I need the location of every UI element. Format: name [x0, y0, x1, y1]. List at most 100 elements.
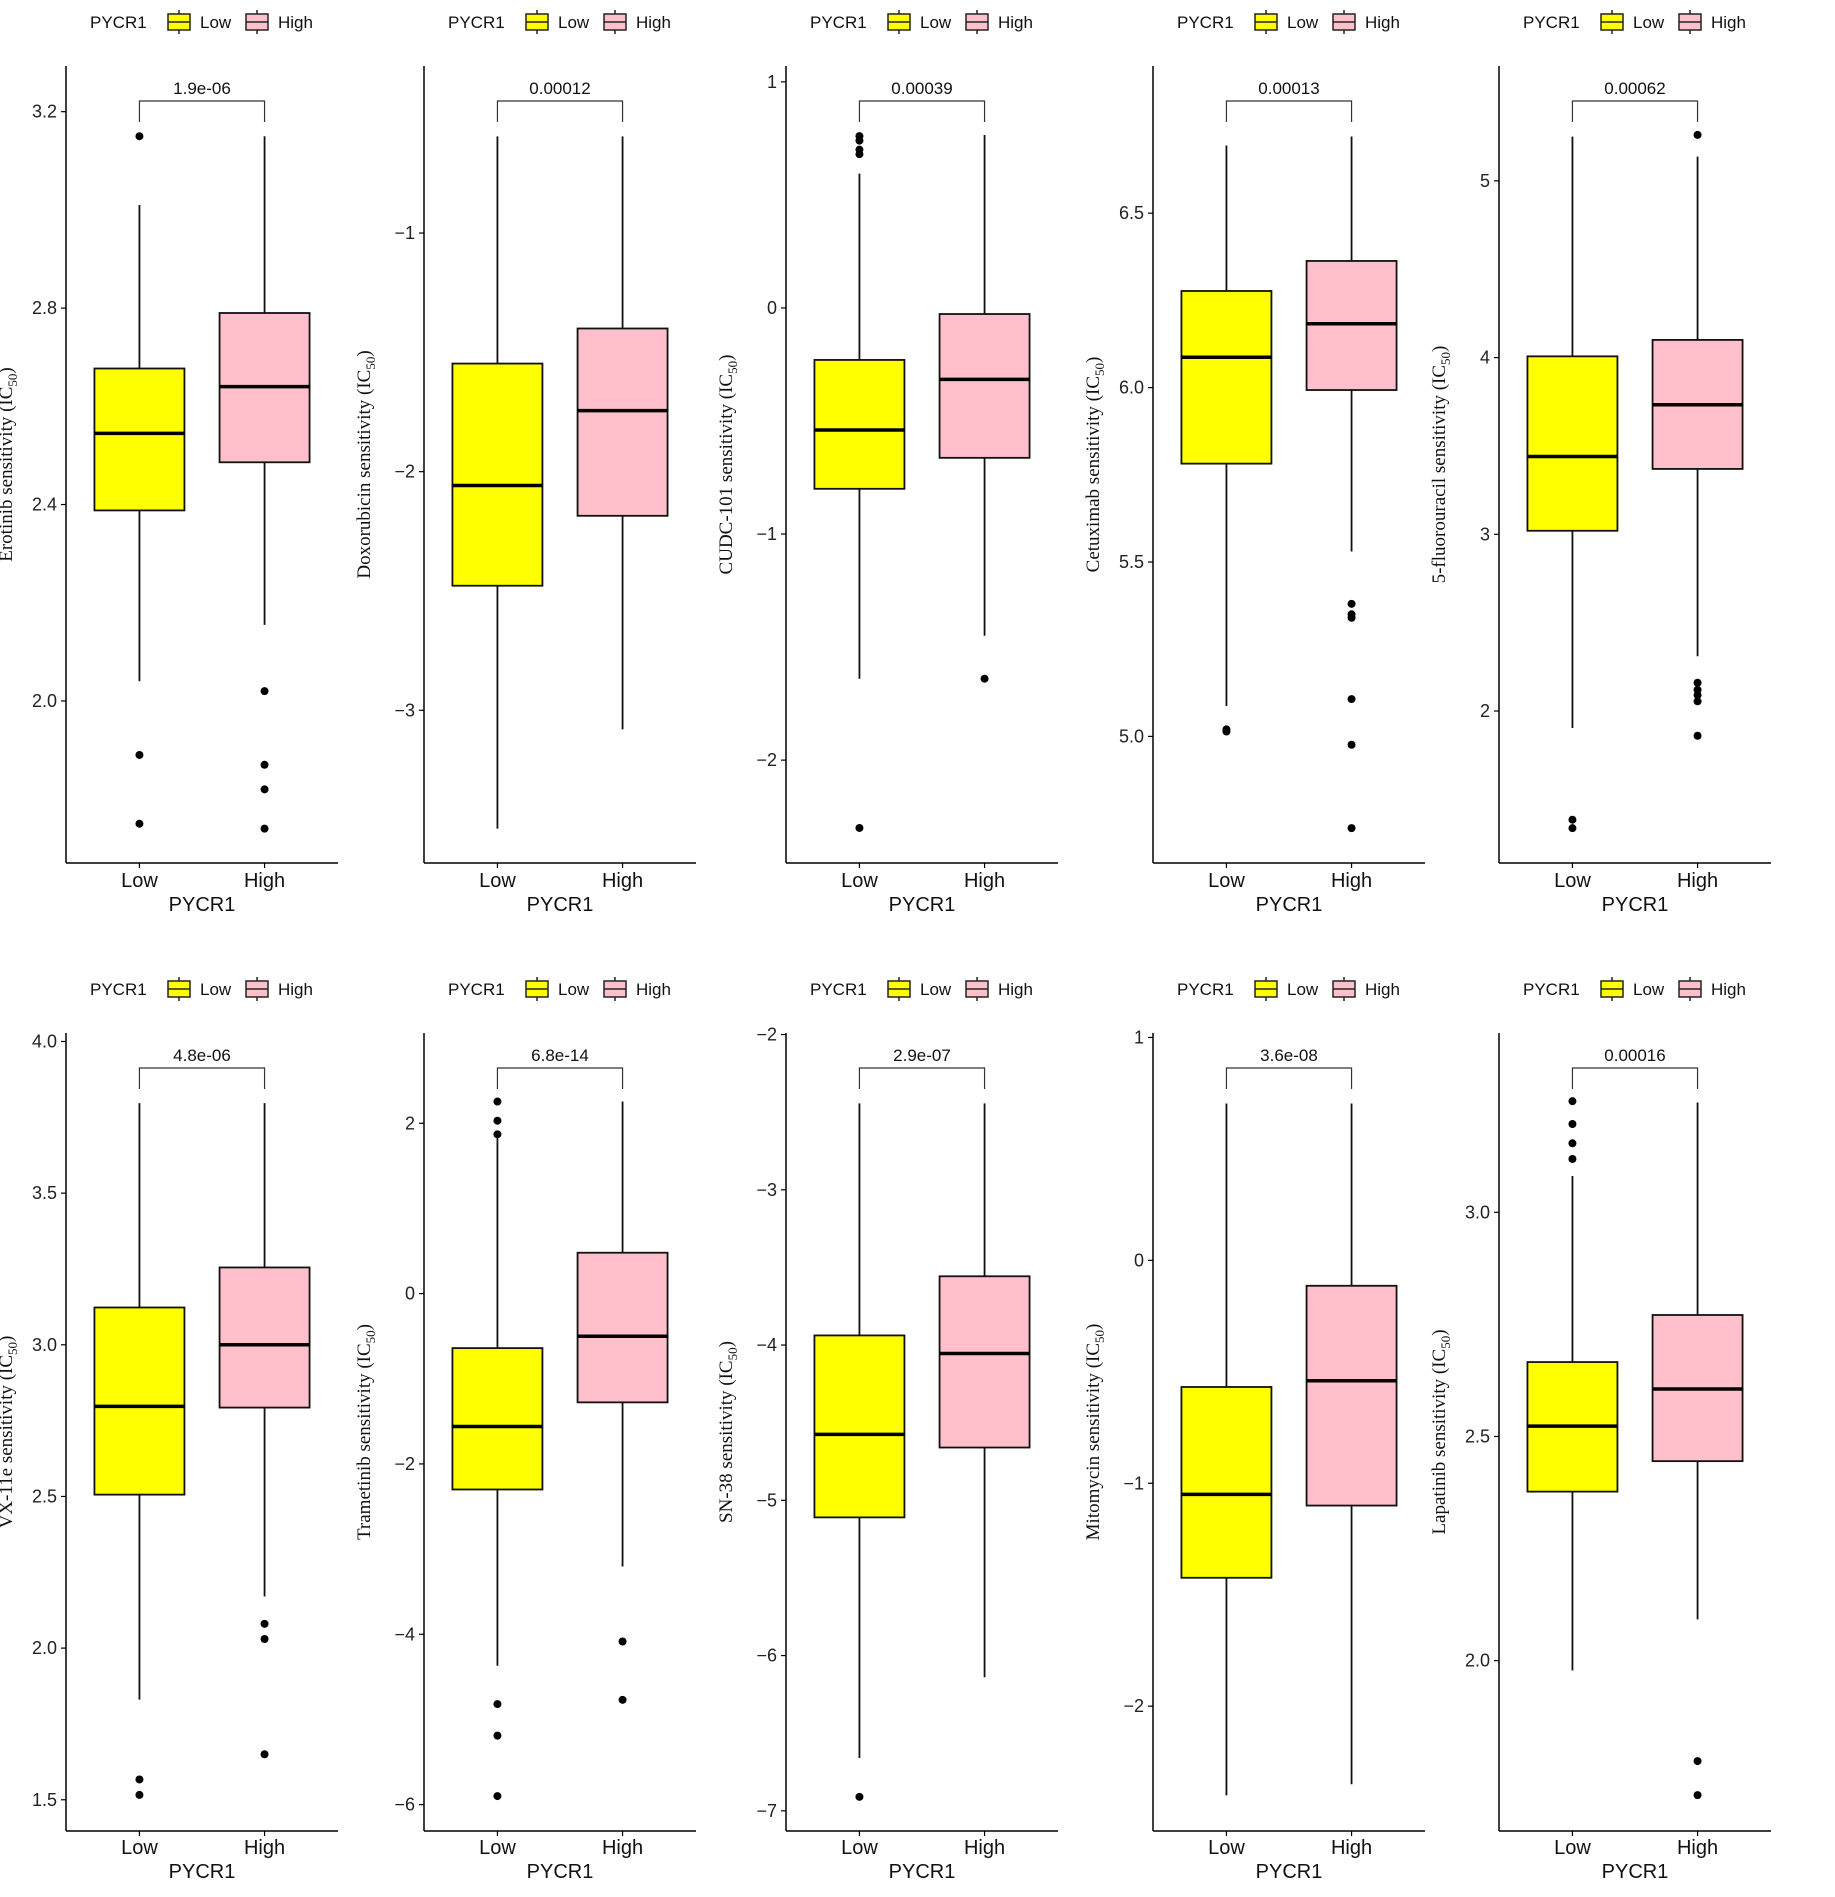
outlier-point: [493, 1700, 502, 1709]
p-value-label: 1.9e-06: [173, 79, 231, 98]
y-tick-label: 1: [1134, 1027, 1144, 1047]
y-tick-label: 2.8: [32, 298, 57, 318]
box-low: [1526, 136, 1619, 833]
y-axis-label-subscript: 50: [5, 1342, 20, 1355]
y-tick-label: −4: [394, 1624, 415, 1644]
box-low: [1526, 1097, 1619, 1671]
boxplot-panel-3: PYCR1 Low High 5.0 5.5 6.0 6.5 Cetuximab sensit…: [1083, 10, 1425, 916]
y-axis-label-unit: IC: [354, 370, 375, 389]
legend-label-low: Low: [920, 13, 952, 32]
x-axis-label: PYCR1: [527, 1861, 594, 1883]
outlier-point: [135, 750, 144, 759]
box-iqr: [93, 1306, 186, 1496]
boxplot-panel-8: PYCR1 Low High 1 0 −1 −2 Mitomycin sensitivity …: [1083, 977, 1425, 1883]
y-axis-label-unit: IC: [0, 387, 17, 406]
significance-bracket: [1225, 1067, 1353, 1089]
outlier-point: [135, 819, 144, 828]
outlier-point: [1568, 824, 1577, 833]
y-axis-label: SN-38 sensitivity (IC50): [716, 1341, 740, 1523]
outlier-point: [1568, 1120, 1577, 1129]
outlier-point: [260, 1750, 269, 1759]
y-axis-label-drug: Erotinib sensitivity: [0, 416, 17, 562]
legend-label-low: Low: [920, 980, 952, 999]
x-tick-label: Low: [1208, 870, 1245, 892]
legend-title: PYCR1: [1177, 13, 1234, 32]
legend-key-high: [245, 10, 269, 34]
y-axis-label-subscript: 50: [1092, 1330, 1107, 1343]
box-iqr: [938, 313, 1031, 459]
y-tick-label: 5.5: [1119, 552, 1144, 572]
outlier-point: [493, 1130, 502, 1139]
y-axis-label-subscript: 50: [725, 361, 740, 374]
outlier-point: [1222, 727, 1231, 736]
y-tick-label: −6: [756, 1646, 777, 1666]
y-tick-label: −1: [394, 223, 415, 243]
y-axis-label-unit: IC: [1429, 365, 1450, 384]
outlier-point: [1693, 1791, 1702, 1800]
x-tick-label: High: [244, 1837, 285, 1859]
y-axis-label-drug: Lapatinib sensitivity: [1429, 1378, 1450, 1534]
y-axis-label-drug: Trametinib sensitivity: [354, 1373, 375, 1540]
x-axis-label: PYCR1: [169, 894, 236, 916]
y-axis-label-unit: IC: [0, 1355, 17, 1374]
y-tick-label: 4.0: [32, 1031, 57, 1051]
outlier-point: [1693, 130, 1702, 139]
x-tick-label: High: [602, 1837, 643, 1859]
y-tick-label: 3.0: [32, 1335, 57, 1355]
y-tick-label: 6.5: [1119, 203, 1144, 223]
box-low: [1180, 1103, 1273, 1796]
p-value-label: 2.9e-07: [893, 1046, 951, 1065]
y-tick-label: −5: [756, 1490, 777, 1510]
outlier-point: [135, 1790, 144, 1799]
box-iqr: [813, 1334, 906, 1519]
legend-key-low: [1254, 977, 1278, 1001]
y-axis-label-unit: IC: [354, 1343, 375, 1362]
legend-title: PYCR1: [448, 980, 505, 999]
legend-label-high: High: [1365, 13, 1400, 32]
box-iqr: [938, 1275, 1031, 1449]
outlier-point: [1693, 1757, 1702, 1766]
legend-label-high: High: [1711, 13, 1746, 32]
x-tick-label: High: [1677, 870, 1718, 892]
y-tick-label: −2: [394, 462, 415, 482]
y-axis-label: VX-11e sensitivity (IC50): [0, 1336, 20, 1529]
x-tick-label: Low: [479, 870, 516, 892]
boxplot-panel-4: PYCR1 Low High 2 3 4 5 5-fluorouracil sensitivi…: [1429, 10, 1771, 916]
legend-title: PYCR1: [448, 13, 505, 32]
outlier-point: [1347, 824, 1356, 833]
y-tick-label: 3.5: [32, 1183, 57, 1203]
y-axis-label: Erotinib sensitivity (IC50): [0, 367, 20, 562]
outlier-point: [855, 150, 864, 159]
legend-title: PYCR1: [810, 13, 867, 32]
y-axis-label-unit: IC: [716, 374, 737, 393]
legend-title: PYCR1: [90, 13, 147, 32]
box-low: [813, 132, 906, 832]
box-iqr: [451, 362, 544, 587]
outlier-point: [493, 1792, 502, 1801]
y-axis-label-drug: CUDC-101 sensitivity: [716, 403, 737, 574]
y-axis-label-unit: IC: [1429, 1349, 1450, 1368]
y-tick-label: 2.0: [32, 1638, 57, 1658]
legend-key-low: [1254, 10, 1278, 34]
x-tick-label: High: [964, 1837, 1005, 1859]
outlier-point: [260, 785, 269, 794]
box-iqr: [1180, 290, 1273, 465]
significance-bracket: [858, 1067, 986, 1089]
x-tick-label: High: [1331, 1837, 1372, 1859]
y-tick-label: −3: [394, 700, 415, 720]
y-axis-label-drug: 5-fluorouracil sensitivity: [1429, 395, 1450, 584]
y-tick-label: 0: [1134, 1250, 1144, 1270]
p-value-label: 0.00062: [1604, 79, 1665, 98]
legend-label-low: Low: [1287, 13, 1319, 32]
x-tick-label: Low: [841, 1837, 878, 1859]
legend-label-low: Low: [1633, 13, 1665, 32]
y-tick-label: −2: [756, 750, 777, 770]
x-axis-label: PYCR1: [889, 1861, 956, 1883]
y-tick-label: −6: [394, 1795, 415, 1815]
outlier-point: [855, 1792, 864, 1801]
y-axis-label-unit: IC: [716, 1360, 737, 1379]
legend-key-low: [525, 977, 549, 1001]
legend-key-high: [965, 10, 989, 34]
outlier-point: [1347, 740, 1356, 749]
outlier-point: [493, 1731, 502, 1740]
